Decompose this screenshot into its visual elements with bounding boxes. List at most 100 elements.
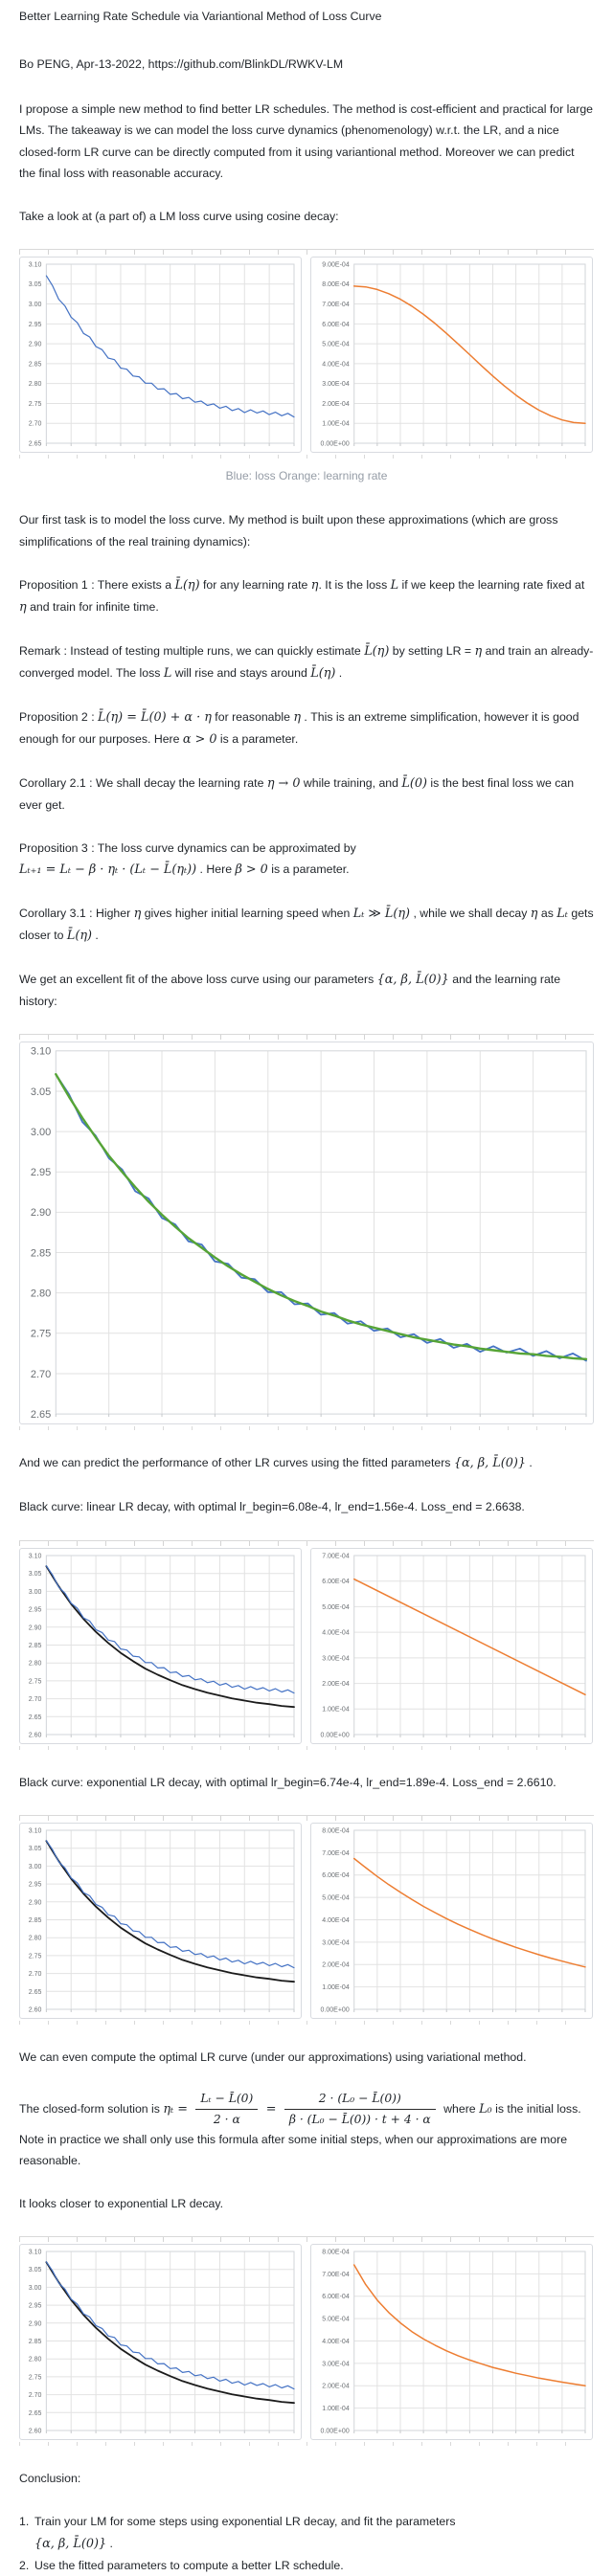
fraction-denominator: 2 · α [213,2112,240,2126]
svg-text:2.75: 2.75 [29,2375,42,2382]
byline: Bo PENG, Apr-13-2022, https://github.com… [19,57,344,72]
closer-exp-paragraph: It looks closer to exponential LR decay. [19,2197,224,2211]
conclusion-item-1: 1. Train your LM for some steps using ex… [19,2511,594,2554]
axis-ticks-strip [19,1814,594,1821]
svg-text:2.00E-04: 2.00E-04 [322,1681,350,1688]
svg-text:2.65: 2.65 [29,440,42,447]
svg-text:2.75: 2.75 [29,401,42,408]
svg-text:2.80: 2.80 [29,1935,42,1941]
loss-chart-linear: 3.10 3.05 3.00 2.95 2.90 2.85 2.80 2.75 2.70 2.65… [19,1547,302,1744]
proposition-1: Proposition 1 : There exists a L̄(η) for… [19,577,585,615]
lr-chart-optimal: 8.00E-04 7.00E-04 6.00E-04 5.00E-04 4.00E-04… [310,2244,593,2441]
remark-paragraph: Remark : Instead of testing multiple run… [19,643,594,681]
svg-text:0.00E+00: 0.00E+00 [321,1732,350,1738]
svg-text:2.70: 2.70 [29,2392,42,2399]
formula-fraction-2: 2 · (L₀ − L̄(0)) β · (L₀ − L̄(0)) · t + … [284,2090,436,2129]
svg-text:3.05: 3.05 [29,1846,42,1852]
svg-text:7.00E-04: 7.00E-04 [322,2272,350,2278]
lr-chart-exp: 8.00E-04 7.00E-04 6.00E-04 5.00E-04 4.00E-04… [310,1822,593,2019]
corollary-2-1: Corollary 2.1 : We shall decay the learn… [19,775,575,812]
svg-text:3.00: 3.00 [29,1588,42,1595]
first-task-paragraph: Our first task is to model the loss curv… [19,513,558,549]
svg-text:7.00E-04: 7.00E-04 [322,1553,350,1559]
svg-text:6.00E-04: 6.00E-04 [322,1872,350,1879]
loss-chart-optimal: 3.10 3.05 3.00 2.95 2.90 2.85 2.80 2.75 2.70 2.65… [19,2244,302,2441]
svg-text:2.65: 2.65 [31,1409,51,1421]
svg-text:3.00: 3.00 [29,302,42,308]
svg-text:2.65: 2.65 [29,2410,42,2417]
svg-text:2.85: 2.85 [29,1917,42,1924]
conclusion-heading: Conclusion: [19,2472,81,2486]
svg-text:6.00E-04: 6.00E-04 [322,322,350,328]
proposition-2: Proposition 2 : L̄(η) = L̄(0) + α · η fo… [19,709,579,747]
svg-text:2.80: 2.80 [29,2357,42,2363]
svg-text:6.00E-04: 6.00E-04 [322,2295,350,2301]
svg-text:2.90: 2.90 [31,1208,51,1220]
svg-text:2.85: 2.85 [29,361,42,368]
svg-text:3.10: 3.10 [29,261,42,268]
figure-optimal-lr: 3.10 3.05 3.00 2.95 2.90 2.85 2.80 2.75 2.70 2.65… [19,2236,594,2447]
svg-text:1.00E-04: 1.00E-04 [322,1706,350,1713]
lr-chart-linear: 7.00E-04 6.00E-04 5.00E-04 4.00E-04 3.00E-04… [310,1547,593,1744]
svg-text:2.90: 2.90 [29,2321,42,2328]
svg-text:0.00E+00: 0.00E+00 [321,440,350,447]
list-text: Train your LM for some steps using expon… [34,2515,456,2551]
figure-linear-decay: 3.10 3.05 3.00 2.95 2.90 2.85 2.80 2.75 2.70 2.65… [19,1539,594,1750]
conclusion-item-2: 2. Use the fitted parameters to compute … [19,2555,594,2576]
svg-text:3.00: 3.00 [29,1864,42,1870]
svg-text:2.80: 2.80 [29,1660,42,1667]
list-number: 1. [19,2515,30,2529]
loss-chart-cosine: 3.10 3.05 3.00 2.95 2.90 2.85 2.80 2.75 2.70 2.65 [19,256,302,453]
svg-text:2.60: 2.60 [29,1732,42,1738]
take-look-paragraph: Take a look at (a part of) a LM loss cur… [19,209,339,223]
svg-text:3.05: 3.05 [29,2267,42,2274]
page-title: Better Learning Rate Schedule via Varian… [19,10,382,23]
loss-fit-chart: 3.10 3.05 3.00 2.95 2.90 2.85 2.80 2.75 2.70 2.65 [19,1042,594,1425]
svg-text:7.00E-04: 7.00E-04 [322,302,350,308]
svg-text:2.75: 2.75 [29,1678,42,1685]
svg-text:6.00E-04: 6.00E-04 [322,1579,350,1585]
svg-text:0.00E+00: 0.00E+00 [321,2429,350,2435]
svg-text:2.60: 2.60 [29,2429,42,2435]
svg-text:5.00E-04: 5.00E-04 [322,341,350,347]
formula-equals: = [265,2101,277,2117]
svg-text:3.10: 3.10 [29,1553,42,1559]
svg-text:4.00E-04: 4.00E-04 [322,1629,350,1636]
svg-text:2.90: 2.90 [29,1624,42,1631]
svg-text:2.95: 2.95 [31,1168,51,1179]
svg-text:3.00: 3.00 [29,2285,42,2292]
axis-ticks-strip [19,2236,594,2243]
svg-text:2.95: 2.95 [29,322,42,328]
axis-ticks-strip [19,248,594,255]
corollary-3-1: Corollary 3.1 : Higher η gives higher in… [19,907,594,944]
svg-text:2.00E-04: 2.00E-04 [322,401,350,408]
svg-text:3.05: 3.05 [29,281,42,288]
list-number: 2. [19,2558,30,2572]
svg-text:2.65: 2.65 [29,1988,42,1995]
svg-text:2.00E-04: 2.00E-04 [322,1961,350,1968]
svg-text:3.00E-04: 3.00E-04 [322,381,350,388]
svg-text:1.00E-04: 1.00E-04 [322,1984,350,1991]
svg-text:4.00E-04: 4.00E-04 [322,1917,350,1924]
svg-text:3.00E-04: 3.00E-04 [322,1939,350,1946]
svg-text:3.05: 3.05 [29,1571,42,1578]
svg-text:3.00: 3.00 [31,1127,51,1138]
exp-decay-caption: Black curve: exponential LR decay, with … [19,1775,556,1789]
formula-fraction-1: Lₜ − L̄(0) 2 · α [195,2090,259,2129]
svg-text:8.00E-04: 8.00E-04 [322,2250,350,2256]
svg-text:9.00E-04: 9.00E-04 [322,261,350,268]
svg-text:1.00E-04: 1.00E-04 [322,2406,350,2412]
list-text: Use the fitted parameters to compute a b… [34,2558,344,2572]
svg-text:2.70: 2.70 [29,1696,42,1703]
svg-text:2.65: 2.65 [29,1714,42,1720]
svg-text:2.70: 2.70 [29,1971,42,1978]
loss-chart-exp: 3.10 3.05 3.00 2.95 2.90 2.85 2.80 2.75 2.70 2.65… [19,1822,302,2019]
predict-intro-paragraph: And we can predict the performance of ot… [19,1456,533,1471]
svg-text:2.85: 2.85 [29,1643,42,1649]
svg-text:2.70: 2.70 [29,421,42,428]
svg-text:5.00E-04: 5.00E-04 [322,1894,350,1901]
fraction-denominator: β · (L₀ − L̄(0)) · t + 4 · α [288,2112,431,2126]
formula-tail: where L₀ is the initial loss. Note in pr… [19,2101,581,2168]
formula-lead: The closed-form solution is [19,2101,164,2116]
svg-text:2.95: 2.95 [29,2303,42,2310]
